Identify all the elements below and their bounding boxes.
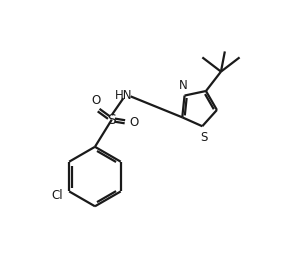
Text: O: O <box>91 94 100 107</box>
Text: HN: HN <box>115 89 132 102</box>
Text: S: S <box>201 131 208 144</box>
Text: Cl: Cl <box>51 189 63 202</box>
Text: S: S <box>107 113 116 127</box>
Text: N: N <box>179 80 188 93</box>
Text: O: O <box>129 116 138 129</box>
